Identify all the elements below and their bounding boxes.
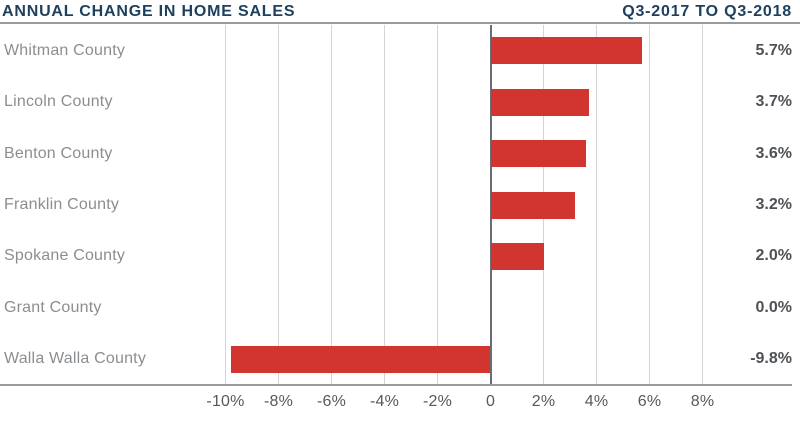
gridline xyxy=(596,25,597,385)
value-label: 0.0% xyxy=(755,298,792,316)
tick-label: 4% xyxy=(584,393,609,410)
gridline xyxy=(437,25,438,385)
tick-label: -4% xyxy=(369,393,400,410)
tick-label: -10% xyxy=(206,393,245,410)
gridline xyxy=(649,25,650,385)
tick-label: 0 xyxy=(485,393,496,410)
value-label: 3.6% xyxy=(755,144,792,162)
bar xyxy=(490,140,586,168)
plot-area: Whitman County 5.7% Lincoln County 3.7% Bent… xyxy=(0,25,800,385)
value-label: 2.0% xyxy=(755,247,792,265)
value-label: 3.7% xyxy=(755,93,792,111)
value-label: 3.2% xyxy=(755,196,792,213)
tick-label: -2% xyxy=(422,393,453,410)
category-label: Lincoln County xyxy=(4,93,113,111)
category-label: Franklin County xyxy=(4,196,120,213)
tick-label: 8% xyxy=(690,393,715,410)
category-label: Walla Walla County xyxy=(4,350,147,368)
tick-label: -6% xyxy=(316,393,347,410)
page-title: ANNUAL CHANGE IN HOME SALES xyxy=(2,3,296,20)
gridline xyxy=(225,25,226,385)
gridline xyxy=(702,25,703,385)
gridline xyxy=(331,25,332,385)
value-label: 5.7% xyxy=(755,41,792,59)
tick-label: -8% xyxy=(263,393,294,410)
header-rule xyxy=(0,22,800,24)
category-label: Spokane County xyxy=(4,247,126,265)
bar xyxy=(490,37,642,65)
gridline xyxy=(278,25,279,385)
category-label: Benton County xyxy=(4,144,113,162)
x-axis-line xyxy=(0,384,792,386)
tick-label: 2% xyxy=(531,393,556,410)
bar xyxy=(490,88,589,116)
period-label: Q3-2017 TO Q3-2018 xyxy=(622,3,792,20)
bar xyxy=(230,345,491,373)
bar xyxy=(490,191,576,219)
category-label: Whitman County xyxy=(4,41,126,59)
bar xyxy=(490,242,544,270)
category-label: Grant County xyxy=(4,298,102,316)
gridline xyxy=(384,25,385,385)
tick-label: 6% xyxy=(637,393,662,410)
value-label: -9.8% xyxy=(750,350,792,368)
